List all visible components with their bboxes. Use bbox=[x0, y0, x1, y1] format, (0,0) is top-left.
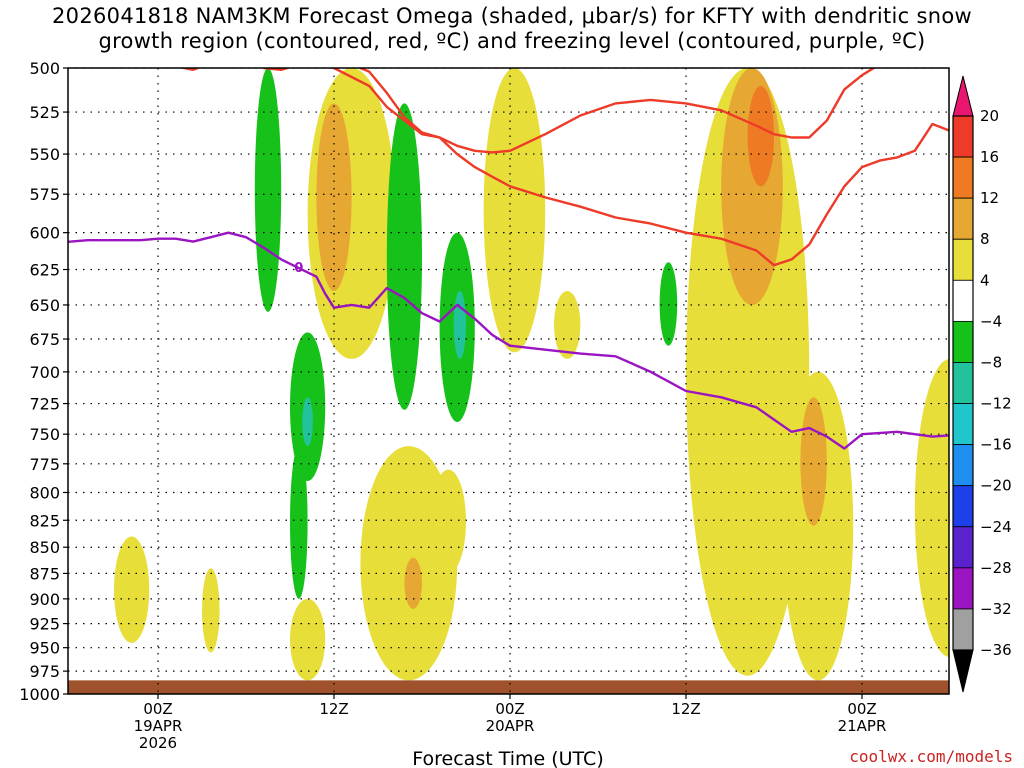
terrain-fill bbox=[68, 680, 949, 694]
omega-region-9 bbox=[554, 290, 581, 359]
x-tick-label-20-0: 00Z bbox=[495, 700, 524, 718]
y-tick-label-525: 525 bbox=[29, 103, 60, 122]
chart-title: 2026041818 NAM3KM Forecast Omega (shaded… bbox=[0, 4, 1024, 54]
colorbar-label-7: −12 bbox=[980, 395, 1012, 413]
colorbar-label-3: 8 bbox=[980, 230, 990, 248]
colorbar-bin-13 bbox=[952, 608, 974, 651]
x-tick-label-20-1: 20APR bbox=[486, 717, 535, 735]
colorbar-bin-12 bbox=[952, 567, 974, 610]
y-tick-label-700: 700 bbox=[29, 363, 60, 382]
colorbar-bottom-arrow bbox=[952, 649, 974, 693]
y-tick-label-725: 725 bbox=[29, 395, 60, 414]
colorbar-label-13: −36 bbox=[980, 641, 1012, 659]
omega-region-19 bbox=[302, 397, 313, 447]
x-tick-label-0-0: 00Z bbox=[143, 700, 172, 718]
colorbar-bin-2 bbox=[952, 156, 974, 199]
y-tick-label-575: 575 bbox=[29, 185, 60, 204]
omega-region-23 bbox=[659, 262, 678, 346]
colorbar-bin-5 bbox=[952, 279, 974, 322]
omega-region-12 bbox=[747, 85, 774, 187]
contour-lines: 0 -2 bbox=[68, 57, 949, 450]
contour-label-2: -2 bbox=[344, 57, 358, 72]
omega-region-0 bbox=[114, 536, 150, 643]
y-tick-label-975: 975 bbox=[29, 662, 60, 681]
y-tick-label-500: 500 bbox=[29, 59, 60, 78]
x-tick-label-0-1: 19APR bbox=[134, 717, 183, 735]
colorbar-label-11: −28 bbox=[980, 559, 1012, 577]
contour-line-2 bbox=[178, 68, 877, 154]
credit-text: coolwx.com/models bbox=[849, 747, 1013, 766]
y-tick-label-850: 850 bbox=[29, 538, 60, 557]
colorbar-label-1: 16 bbox=[980, 148, 999, 166]
colorbar-bin-8 bbox=[952, 403, 974, 446]
omega-region-4 bbox=[316, 103, 352, 291]
colorbar-label-12: −32 bbox=[980, 600, 1012, 618]
colorbar-label-4: 4 bbox=[980, 271, 990, 289]
x-tick-label-40-1: 21APR bbox=[838, 717, 887, 735]
y-tick-label-950: 950 bbox=[29, 639, 60, 658]
y-tick-label-625: 625 bbox=[29, 261, 60, 280]
colorbar-label-0: 20 bbox=[980, 107, 999, 125]
omega-region-2 bbox=[290, 598, 326, 681]
y-tick-label-875: 875 bbox=[29, 564, 60, 583]
y-tick-label-925: 925 bbox=[29, 615, 60, 634]
y-tick-label-550: 550 bbox=[29, 145, 60, 164]
y-tick-label-775: 775 bbox=[29, 455, 60, 474]
omega-region-25 bbox=[1012, 68, 1024, 170]
contour-line-0 bbox=[68, 231, 949, 450]
y-tick-label-1000: 1000 bbox=[19, 685, 60, 704]
y-tick-label-650: 650 bbox=[29, 296, 60, 315]
colorbar-label-9: −20 bbox=[980, 477, 1012, 495]
y-tick-label-675: 675 bbox=[29, 330, 60, 349]
colorbar-label-5: −4 bbox=[980, 312, 1002, 330]
omega-region-24 bbox=[994, 68, 1024, 291]
omega-region-16 bbox=[254, 68, 282, 312]
colorbar-bin-10 bbox=[952, 485, 974, 528]
contour-label-0: 0 bbox=[294, 261, 303, 276]
colorbar-bin-9 bbox=[952, 444, 974, 487]
terrain-band bbox=[68, 680, 949, 694]
y-tick-label-825: 825 bbox=[29, 511, 60, 530]
omega-region-14 bbox=[800, 397, 827, 526]
colorbar-bin-4 bbox=[952, 238, 974, 281]
colorbar-bin-7 bbox=[952, 362, 974, 404]
y-tick-label-900: 900 bbox=[29, 590, 60, 609]
chart-title-line-2: growth region (contoured, red, ºC) and f… bbox=[98, 29, 926, 53]
colorbar-frame bbox=[952, 115, 974, 651]
plot-frame bbox=[67, 67, 950, 695]
colorbar-bin-11 bbox=[952, 526, 974, 569]
omega-region-7 bbox=[430, 469, 466, 574]
contour-line-1 bbox=[263, 68, 949, 267]
colorbar: 20 16 12 8 4 −4 −8 −12 −16 −20 −24 −28 −32 −36 bbox=[952, 75, 1012, 693]
x-tick-label-0-2: 2026 bbox=[139, 734, 177, 752]
omega-region-6 bbox=[404, 557, 423, 609]
y-tick-label-800: 800 bbox=[29, 483, 60, 502]
omega-region-20 bbox=[386, 103, 422, 410]
x-tick-label-30-0: 12Z bbox=[671, 700, 700, 718]
omega-region-8 bbox=[483, 68, 546, 353]
colorbar-label-2: 12 bbox=[980, 189, 999, 207]
y-tick-label-750: 750 bbox=[29, 425, 60, 444]
x-axis-title: Forecast Time (UTC) bbox=[412, 748, 603, 768]
colorbar-bin-3 bbox=[952, 197, 974, 240]
colorbar-label-6: −8 bbox=[980, 353, 1002, 371]
colorbar-label-10: −24 bbox=[980, 518, 1012, 536]
omega-shading bbox=[114, 68, 1024, 681]
y-tick-label-600: 600 bbox=[29, 224, 60, 243]
chart-title-line-1: 2026041818 NAM3KM Forecast Omega (shaded… bbox=[52, 4, 972, 28]
x-tick-label-40-0: 00Z bbox=[847, 700, 876, 718]
omega-region-13 bbox=[782, 371, 854, 681]
omega-region-22 bbox=[453, 290, 466, 359]
colorbar-top-arrow bbox=[952, 75, 974, 117]
y-axis: 500 525 550 575 600 625 650 675 700 725 750 775 800 8… bbox=[19, 59, 68, 704]
colorbar-bin-1 bbox=[952, 115, 974, 158]
omega-region-15 bbox=[914, 358, 949, 658]
x-tick-label-10-0: 12Z bbox=[319, 700, 348, 718]
colorbar-bin-6 bbox=[952, 320, 974, 363]
omega-region-18 bbox=[290, 446, 308, 599]
colorbar-label-8: −16 bbox=[980, 436, 1012, 454]
omega-region-1 bbox=[202, 568, 220, 653]
